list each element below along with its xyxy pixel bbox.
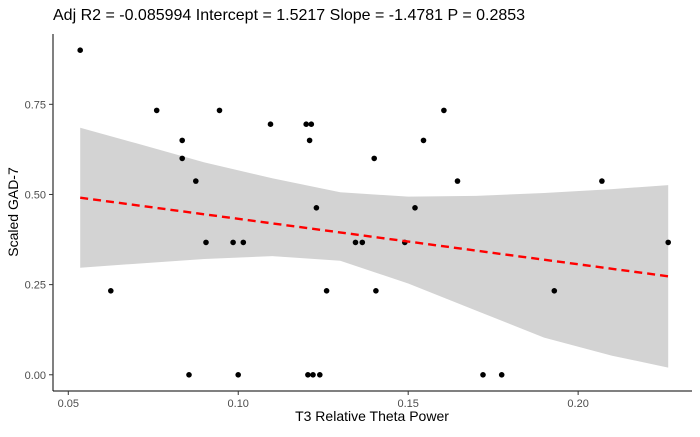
data-point-29 bbox=[441, 107, 447, 114]
x-tick-label: 0.15 bbox=[397, 398, 418, 410]
confidence-band-layer bbox=[80, 127, 669, 368]
x-tick-label: 0.20 bbox=[567, 398, 588, 410]
data-point-16 bbox=[308, 121, 315, 127]
y-tick-label: 0.00 bbox=[25, 370, 46, 382]
data-point-35 bbox=[665, 239, 671, 246]
data-point-31 bbox=[480, 372, 486, 378]
y-ticks-layer: 0.00 0.25 0.50 0.75 bbox=[25, 99, 53, 382]
data-point-14 bbox=[303, 121, 310, 127]
data-point-13 bbox=[267, 121, 274, 127]
data-point-22 bbox=[352, 239, 359, 246]
regression-fit-line bbox=[80, 196, 669, 278]
data-point-20 bbox=[317, 372, 323, 378]
chart-title: Adj R2 = -0.085994 Intercept = 1.5217 Sl… bbox=[53, 7, 525, 24]
data-point-12 bbox=[240, 239, 247, 246]
data-point-15 bbox=[306, 137, 313, 144]
data-point-2 bbox=[108, 288, 114, 294]
y-tick-label: 0.25 bbox=[25, 280, 46, 292]
x-ticks-layer: 0.05 0.10 0.15 0.20 bbox=[58, 391, 589, 410]
data-point-27 bbox=[412, 205, 418, 211]
x-tick-label: 0.05 bbox=[58, 398, 79, 410]
axes-layer bbox=[52, 34, 692, 392]
data-point-24 bbox=[371, 155, 378, 162]
data-points-layer bbox=[77, 47, 671, 378]
data-point-32 bbox=[498, 372, 505, 378]
data-point-10 bbox=[230, 239, 236, 246]
data-point-33 bbox=[551, 288, 558, 294]
x-tick-label: 0.10 bbox=[228, 398, 249, 410]
data-point-18 bbox=[310, 372, 316, 378]
data-point-19 bbox=[313, 205, 320, 211]
data-point-21 bbox=[323, 288, 330, 294]
data-point-34 bbox=[599, 178, 605, 184]
confidence-band bbox=[80, 127, 669, 368]
data-point-28 bbox=[420, 137, 427, 144]
data-point-17 bbox=[305, 372, 311, 378]
y-tick-label: 0.75 bbox=[25, 99, 46, 111]
data-point-30 bbox=[454, 178, 461, 184]
y-tick-label: 0.50 bbox=[25, 189, 46, 201]
regression-line-layer bbox=[80, 196, 669, 278]
data-point-25 bbox=[373, 288, 379, 294]
data-point-3 bbox=[153, 107, 160, 114]
x-axis-title: T3 Relative Theta Power bbox=[295, 408, 449, 424]
data-point-7 bbox=[193, 178, 199, 184]
data-point-11 bbox=[235, 372, 241, 378]
data-point-5 bbox=[179, 155, 185, 162]
data-point-9 bbox=[216, 107, 223, 114]
data-point-1 bbox=[77, 47, 83, 53]
y-axis-title: Scaled GAD-7 bbox=[5, 167, 21, 257]
data-point-4 bbox=[179, 137, 185, 144]
data-point-23 bbox=[359, 239, 366, 246]
data-point-6 bbox=[186, 372, 192, 378]
data-point-8 bbox=[203, 239, 209, 246]
